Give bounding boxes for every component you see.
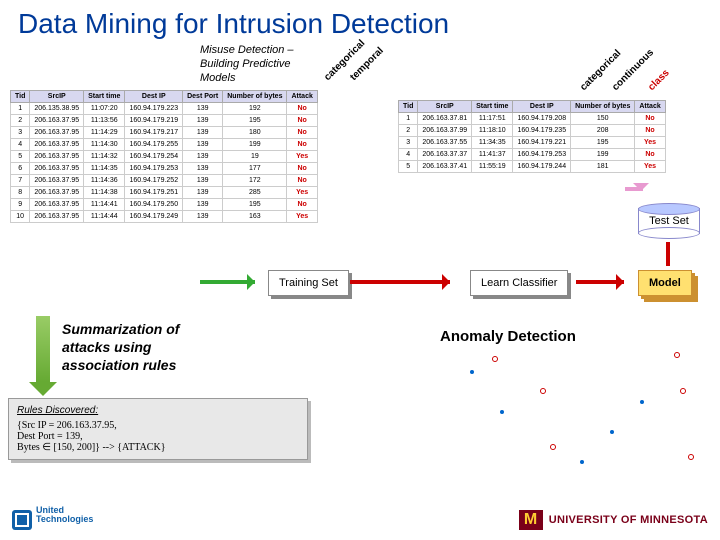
arrow-to-testset	[625, 187, 643, 191]
model-box: Model	[638, 270, 692, 296]
footer-logos: UnitedTechnologies M UNIVERSITY OF MINNES…	[0, 500, 720, 536]
subtitle-line: Misuse Detection –	[200, 44, 294, 58]
rule-line: Dest Port = 139,	[17, 431, 299, 442]
arrow-to-training	[200, 280, 255, 284]
summar-line: association rules	[62, 356, 179, 374]
rules-heading: Rules Discovered:	[17, 405, 299, 416]
umn-text: UNIVERSITY OF MINNESOTA	[549, 514, 708, 526]
test-set-label: Test Set	[649, 215, 689, 227]
green-down-arrow	[36, 316, 50, 382]
dataset-table-left: TidSrcIPStart timeDest IPDest PortNumber…	[10, 90, 318, 223]
subtitle: Misuse Detection – Building Predictive M…	[200, 44, 294, 85]
rule-line: {Src IP = 206.163.37.95,	[17, 420, 299, 431]
ut-icon	[12, 510, 32, 530]
summarization-text: Summarization of attacks using associati…	[62, 320, 179, 375]
training-set-box: Training Set	[268, 270, 349, 296]
rules-panel: Rules Discovered: {Src IP = 206.163.37.9…	[8, 398, 308, 460]
united-technologies-logo: UnitedTechnologies	[12, 506, 93, 530]
subtitle-line: Building Predictive	[200, 58, 294, 72]
subtitle-line: Models	[200, 72, 294, 86]
test-set-box: Test Set	[638, 208, 700, 234]
arrow-test-to-model-v	[666, 242, 670, 266]
learn-classifier-box: Learn Classifier	[470, 270, 568, 296]
umn-m-icon: M	[519, 510, 543, 530]
dataset-table-right: TidSrcIPStart timeDest IPNumber of bytes…	[398, 100, 666, 173]
anomaly-heading: Anomaly Detection	[440, 328, 576, 345]
university-minnesota-logo: M UNIVERSITY OF MINNESOTA	[519, 510, 708, 530]
arrow-to-learn	[350, 280, 450, 284]
page-title: Data Mining for Intrusion Detection	[0, 0, 720, 40]
rot-label-class: class	[646, 68, 671, 93]
summar-line: Summarization of	[62, 320, 179, 338]
rule-line: Bytes ∈ [150, 200]} --> {ATTACK}	[17, 442, 299, 453]
summar-line: attacks using	[62, 338, 179, 356]
arrow-to-model	[576, 280, 624, 284]
